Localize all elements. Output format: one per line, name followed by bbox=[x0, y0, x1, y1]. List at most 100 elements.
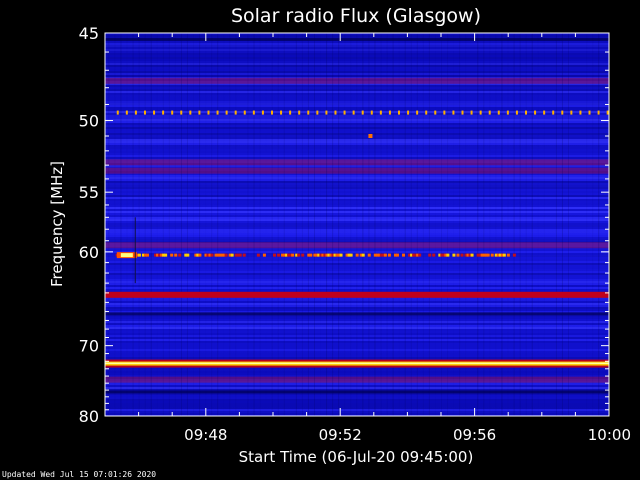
time-streak bbox=[199, 33, 201, 416]
time-streak bbox=[180, 33, 182, 416]
time-streak bbox=[266, 33, 267, 416]
time-streak bbox=[519, 33, 521, 416]
background-streak bbox=[105, 127, 609, 129]
background-streak bbox=[105, 317, 609, 319]
background-streak bbox=[105, 45, 609, 47]
periodic-dots-dot bbox=[280, 110, 283, 115]
periodic-dots-dot bbox=[162, 110, 165, 115]
background-streak bbox=[105, 387, 609, 389]
background-streak bbox=[105, 191, 609, 193]
burst-line-segment bbox=[476, 253, 480, 257]
time-streak bbox=[162, 33, 164, 416]
background-streak bbox=[105, 35, 609, 37]
burst-line-segment bbox=[466, 253, 470, 257]
time-streak bbox=[561, 33, 563, 416]
background-streak bbox=[105, 263, 609, 265]
time-streak bbox=[144, 33, 146, 416]
burst-line-segment bbox=[402, 253, 406, 257]
time-streak bbox=[235, 33, 237, 416]
time-streak bbox=[592, 33, 594, 416]
periodic-dots-dot bbox=[116, 110, 119, 115]
background-streak bbox=[105, 265, 609, 267]
background-streak bbox=[105, 329, 609, 331]
background-streak bbox=[105, 193, 609, 195]
burst-line-segment bbox=[442, 253, 446, 257]
time-streak bbox=[193, 33, 195, 416]
periodic-dots-dot bbox=[234, 110, 237, 115]
burst-line-segment bbox=[307, 253, 311, 257]
y-axis-label: Frequency [MHz] bbox=[48, 161, 66, 287]
x-tick-label: 09:52 bbox=[319, 426, 362, 444]
background-streak bbox=[105, 327, 609, 329]
periodic-dots-dot bbox=[307, 110, 310, 115]
time-streak bbox=[380, 33, 382, 416]
burst-line-segment bbox=[242, 253, 246, 257]
time-streak bbox=[356, 33, 358, 416]
background-streak bbox=[105, 229, 609, 231]
background-streak bbox=[105, 333, 609, 335]
burst-line-segment bbox=[313, 253, 317, 257]
background-streak bbox=[105, 205, 609, 207]
time-streak bbox=[157, 33, 158, 416]
burst-line-segment bbox=[349, 253, 353, 257]
background-streak bbox=[105, 91, 609, 93]
time-streak bbox=[598, 33, 600, 416]
time-streak bbox=[271, 33, 273, 416]
burst-line-segment bbox=[387, 253, 391, 257]
burst-line-segment bbox=[444, 253, 448, 257]
y-tick-label: 45 bbox=[79, 24, 99, 43]
burst-line-segment bbox=[273, 253, 276, 257]
axes: 45 50 55 60 70 80 09:48 09:52 09:56 10:00 bbox=[79, 24, 631, 444]
periodic-dots-dot bbox=[479, 110, 482, 115]
background-streak bbox=[105, 123, 609, 125]
time-streak bbox=[477, 33, 479, 416]
background-streak bbox=[105, 151, 609, 153]
dark-band bbox=[105, 390, 609, 394]
background-streak bbox=[105, 225, 609, 227]
background-streak bbox=[105, 135, 609, 137]
x-tick-label: 10:00 bbox=[588, 426, 631, 444]
time-streak bbox=[332, 33, 334, 416]
y-tick-label: 55 bbox=[79, 183, 99, 202]
time-streak bbox=[447, 33, 449, 416]
background-streak bbox=[105, 99, 609, 101]
burst-line-segment bbox=[486, 253, 490, 257]
faint-band bbox=[105, 159, 609, 166]
time-streak bbox=[301, 33, 303, 416]
periodic-dots-dot bbox=[225, 110, 228, 115]
background-streak bbox=[105, 267, 609, 269]
background-streak bbox=[105, 301, 609, 303]
burst-line-segment bbox=[377, 253, 381, 257]
time-streak bbox=[295, 33, 297, 416]
background-streak bbox=[105, 153, 609, 155]
periodic-dots-dot bbox=[243, 110, 246, 115]
burst-line-segment bbox=[333, 253, 337, 257]
background-streak bbox=[105, 75, 609, 77]
background-streak bbox=[105, 389, 609, 391]
background-streak bbox=[105, 299, 609, 301]
burst-line-segment bbox=[194, 253, 198, 257]
burst-line-segment bbox=[494, 253, 498, 257]
burst-line-segment bbox=[154, 253, 158, 257]
periodic-dots-dot bbox=[171, 110, 174, 115]
time-streak bbox=[392, 33, 394, 416]
periodic-dots-dot bbox=[379, 110, 382, 115]
background-streak bbox=[105, 413, 609, 415]
periodic-dots-dot bbox=[153, 110, 156, 115]
background-streak bbox=[105, 109, 609, 111]
background-streak bbox=[105, 277, 609, 279]
plot-frame bbox=[104, 32, 610, 417]
time-streak bbox=[441, 33, 442, 416]
burst-line-segment bbox=[220, 253, 224, 257]
periodic-dots-dot bbox=[370, 110, 373, 115]
time-streak bbox=[259, 33, 261, 416]
background-streak bbox=[105, 369, 609, 371]
time-streak bbox=[531, 33, 533, 416]
burst-line-segment bbox=[204, 253, 208, 257]
background-streak bbox=[105, 269, 609, 271]
background-streak bbox=[105, 179, 609, 181]
background-streak bbox=[105, 375, 609, 377]
time-streak bbox=[544, 33, 545, 416]
background-streak bbox=[105, 51, 609, 53]
background-streak bbox=[105, 233, 609, 235]
